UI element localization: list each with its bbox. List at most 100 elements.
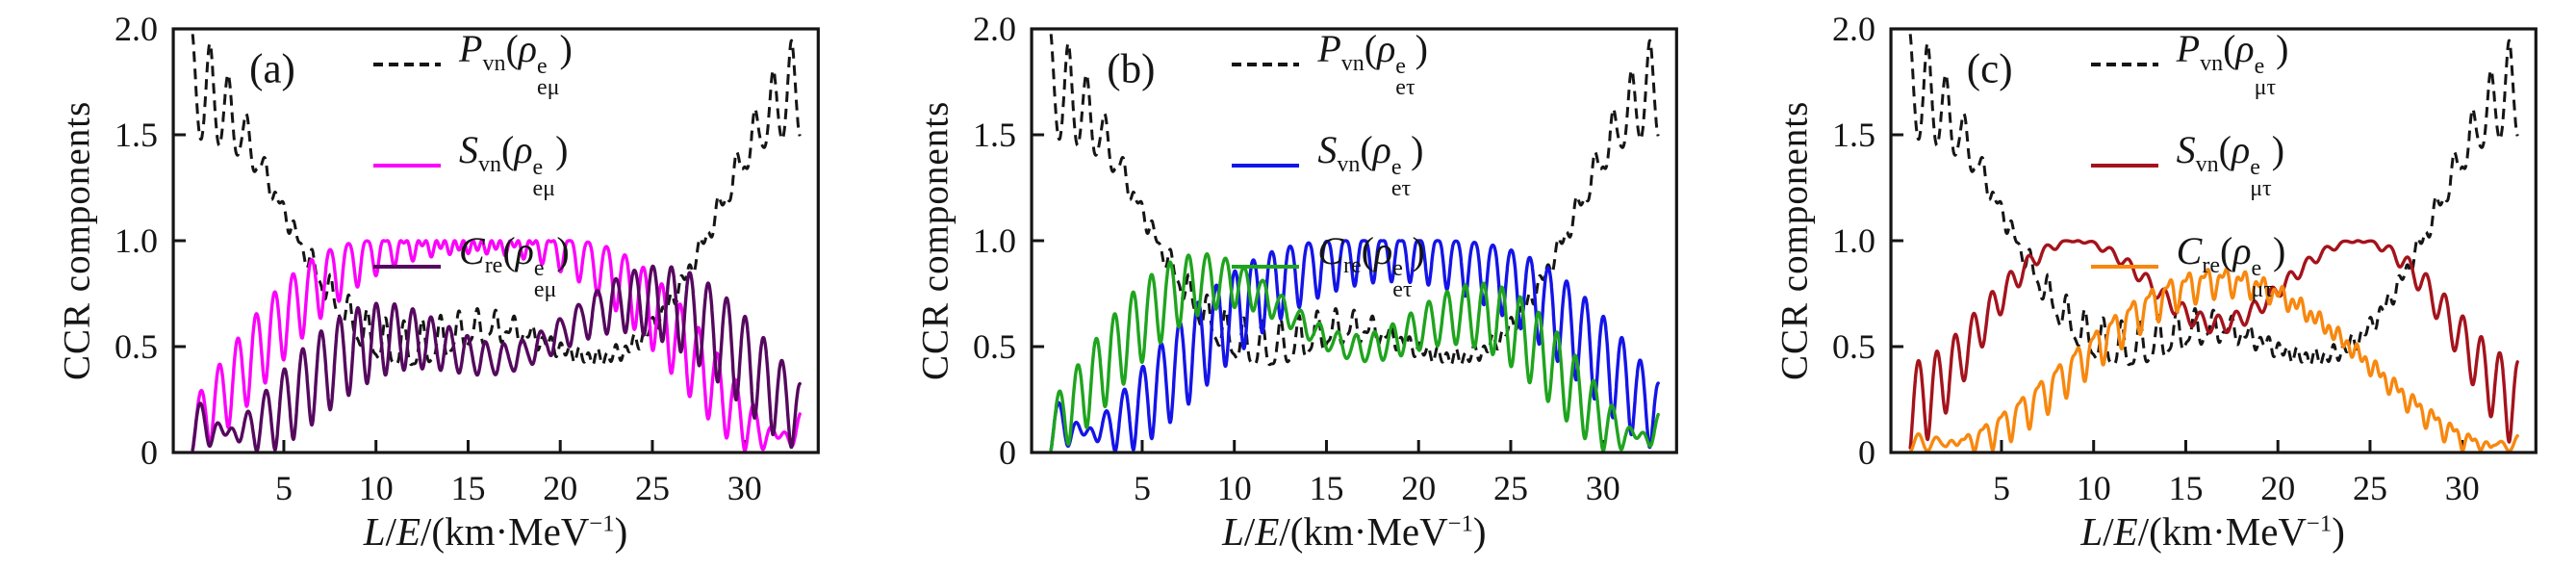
x-tick-label: 10 bbox=[359, 469, 394, 507]
legend-row: Svn(ρ e eμ) bbox=[371, 115, 573, 216]
x-axis-title: L/E/(km·MeV−1) bbox=[173, 508, 818, 555]
legend-entry-label: Cre(ρ e eτ) bbox=[1317, 228, 1425, 301]
math-text: ) bbox=[559, 26, 573, 70]
legend-row: Cre(ρ e μτ) bbox=[2089, 216, 2289, 317]
math-text: ρ bbox=[1372, 127, 1391, 171]
subscript: vn bbox=[2195, 151, 2219, 177]
math-text: /(km·MeV bbox=[2137, 509, 2308, 554]
y-axis-title: CCR components bbox=[56, 100, 98, 381]
legend-entry-label: Svn(ρ e μτ) bbox=[2177, 127, 2285, 202]
x-tick-label: 20 bbox=[1402, 469, 1437, 507]
legend-entry-label: Pvn(ρ e eτ) bbox=[1317, 26, 1428, 101]
legend-entry-label: Pvn(ρ e eμ) bbox=[459, 26, 573, 99]
superscript: e bbox=[532, 155, 544, 181]
sup-sub-stack: e eτ bbox=[1395, 54, 1416, 101]
series-line-C_re bbox=[191, 264, 802, 453]
superscript: e bbox=[1390, 155, 1402, 181]
math-text: ) bbox=[556, 228, 570, 272]
math-text: ρ bbox=[514, 127, 533, 171]
sup-sub-stack: e eμ bbox=[533, 256, 557, 301]
math-text: ) bbox=[2271, 127, 2285, 171]
y-tick-label: 0 bbox=[140, 433, 158, 472]
subscript: re bbox=[484, 252, 503, 278]
x-tick-label: 5 bbox=[1993, 469, 2010, 507]
math-text: L bbox=[2080, 509, 2104, 554]
series-line-P_vn bbox=[191, 34, 802, 367]
y-tick-label: 0 bbox=[1858, 433, 1875, 472]
superscript: e bbox=[1392, 256, 1403, 282]
math-text: ρ bbox=[2235, 26, 2255, 70]
math-text: ρ bbox=[1374, 228, 1393, 272]
legend-row: Cre(ρ e eμ) bbox=[371, 216, 573, 317]
math-text: P bbox=[459, 26, 483, 70]
x-tick-label: 25 bbox=[635, 469, 670, 507]
sup-sub-stack: e eμ bbox=[532, 155, 556, 200]
math-text: ρ bbox=[518, 26, 537, 70]
subscript: vn bbox=[1337, 151, 1361, 177]
x-tick-label: 5 bbox=[1134, 469, 1151, 507]
superscript: −1 bbox=[589, 510, 615, 537]
x-tick-label: 30 bbox=[2444, 469, 2479, 507]
math-text: ) bbox=[614, 509, 628, 554]
math-text: E bbox=[395, 509, 421, 554]
y-tick-label: 2.0 bbox=[973, 10, 1016, 48]
superscript: e bbox=[2250, 155, 2260, 181]
legend-swatch-S_vn bbox=[373, 163, 441, 168]
math-text: ) bbox=[2273, 228, 2286, 272]
subscript: re bbox=[1343, 252, 1362, 278]
series-line-C_re bbox=[1908, 267, 2519, 453]
y-tick-label: 0.5 bbox=[115, 327, 158, 366]
math-text: ( bbox=[1360, 127, 1373, 171]
plot-area-a: 5 10 15 20 25 30 0 0.5 1.0 1.5 2.0 bbox=[115, 10, 820, 507]
legend-entry-label: Svn(ρ e eμ) bbox=[459, 127, 568, 200]
subscript: eτ bbox=[1395, 75, 1416, 101]
legend-swatch-S_vn bbox=[1232, 163, 1300, 168]
x-tick-label: 20 bbox=[2260, 469, 2295, 507]
legend-swatch-C_re bbox=[373, 264, 441, 269]
legend-row: Svn(ρ e μτ) bbox=[2089, 115, 2289, 216]
superscript: e bbox=[533, 256, 545, 282]
math-text: L bbox=[363, 509, 386, 554]
y-tick-label: 1.5 bbox=[1832, 116, 1875, 154]
y-tick-label: 2.0 bbox=[1832, 10, 1875, 48]
subscript: μτ bbox=[2250, 176, 2272, 202]
math-text: C bbox=[459, 228, 485, 272]
y-axis-title: CCR components bbox=[914, 100, 956, 381]
panel-label: (c) bbox=[1966, 46, 2013, 92]
sup-sub-stack: e μτ bbox=[2250, 155, 2272, 202]
chart-panel-a: 5 10 15 20 25 30 0 0.5 1.0 1.5 2.0 CCR components … bbox=[0, 0, 858, 569]
superscript: e bbox=[1395, 54, 1406, 80]
subscript: eτ bbox=[1390, 176, 1412, 202]
chart-panel-c: 5 10 15 20 25 30 0 0.5 1.0 1.5 2.0 CCR components … bbox=[1718, 0, 2576, 569]
legend-swatch-P_vn bbox=[373, 62, 441, 66]
math-text: ρ bbox=[515, 228, 534, 272]
legend-entry-label: Cre(ρ e eμ) bbox=[459, 228, 570, 301]
x-axis-title: L/E/(km·MeV−1) bbox=[1891, 508, 2536, 555]
legend-row: Cre(ρ e eτ) bbox=[1230, 216, 1428, 317]
x-tick-label: 5 bbox=[275, 469, 293, 507]
x-tick-label: 25 bbox=[1493, 469, 1528, 507]
legend-row: Pvn(ρ e eτ) bbox=[1230, 13, 1428, 115]
subscript: vn bbox=[1340, 50, 1365, 76]
math-text: ρ bbox=[1377, 26, 1396, 70]
math-text: / bbox=[385, 509, 396, 554]
math-text: ( bbox=[501, 127, 515, 171]
math-text: S bbox=[1317, 127, 1338, 171]
math-text: / bbox=[1243, 509, 1256, 554]
x-tick-label: 30 bbox=[727, 469, 762, 507]
series-line-P_vn bbox=[1908, 34, 2519, 367]
sup-sub-stack: e μτ bbox=[2255, 55, 2277, 99]
y-tick-label: 0.5 bbox=[973, 327, 1016, 366]
x-tick-label: 15 bbox=[450, 469, 485, 507]
sup-sub-stack: e eμ bbox=[537, 55, 560, 99]
math-text: E bbox=[1255, 509, 1280, 554]
x-axis-title: L/E/(km·MeV−1) bbox=[1032, 508, 1676, 555]
math-text: ) bbox=[1415, 26, 1428, 70]
legend-entry-label: Cre(ρ e μτ) bbox=[2176, 228, 2286, 301]
math-text: C bbox=[2176, 228, 2203, 272]
math-text: ρ bbox=[2231, 127, 2251, 171]
math-text: ) bbox=[1411, 127, 1424, 171]
x-tick-label: 30 bbox=[1586, 469, 1620, 507]
superscript: e bbox=[2251, 256, 2262, 282]
